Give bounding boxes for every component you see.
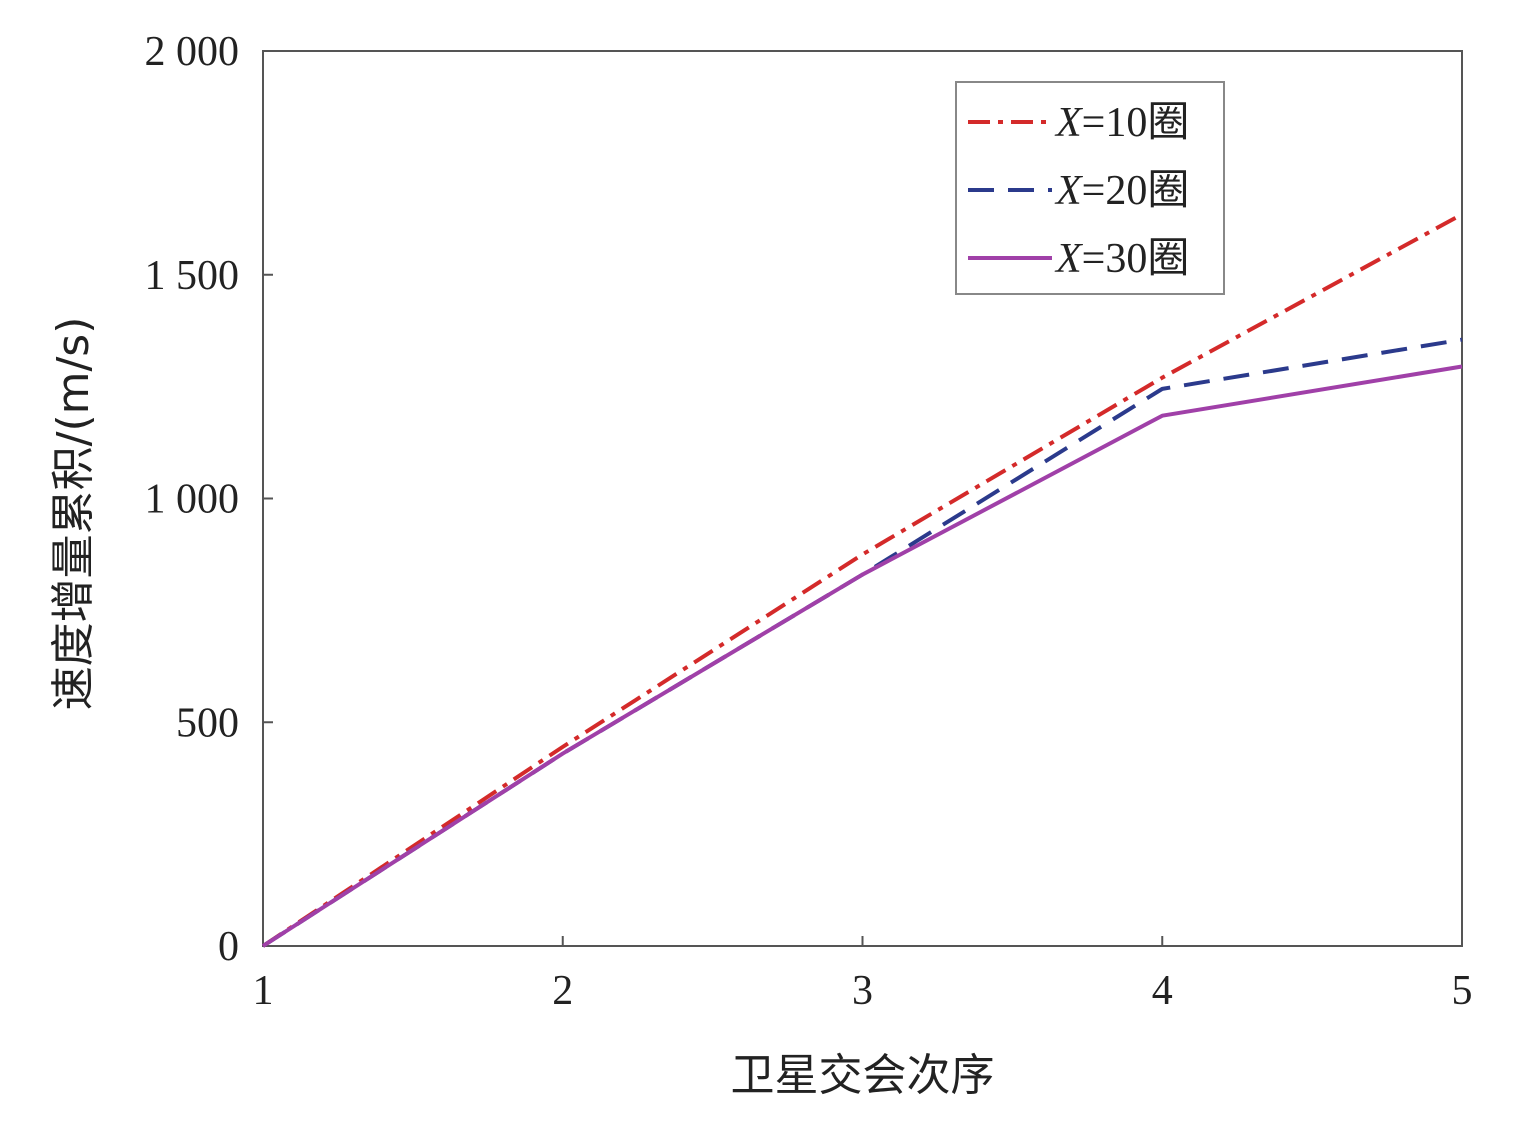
x-axis-title: 卫星交会次序: [731, 1050, 995, 1101]
legend-label-1: X=10圈: [1054, 100, 1189, 146]
series-line-2: [261, 337, 1463, 948]
legend-label-value: =10圈: [1082, 100, 1190, 146]
y-tick-label: 2 000: [145, 29, 240, 75]
legend-label-value: =30圈: [1082, 236, 1190, 282]
x-axis: 1 2 3 4 5: [253, 936, 1473, 1014]
legend-label-3: X=30圈: [1054, 236, 1189, 282]
series-line-3: [261, 364, 1463, 948]
series-line-1: [261, 212, 1463, 948]
x-tick-label: 5: [1452, 968, 1473, 1014]
x-tick-label: 4: [1152, 968, 1173, 1014]
x-tick-label: 1: [253, 968, 274, 1014]
y-axis: 0 500 1 000 1 500 2 000: [145, 29, 273, 970]
y-tick-label: 500: [176, 700, 239, 746]
x-tick-label: 2: [552, 968, 573, 1014]
legend-label-value: =20圈: [1082, 168, 1190, 214]
plot-border: [262, 50, 1463, 947]
legend-label-2: X=20圈: [1054, 168, 1189, 214]
plot-frame: [262, 50, 1463, 947]
x-tick-label: 3: [852, 968, 873, 1014]
y-tick-label: 1 000: [145, 477, 240, 523]
legend-label-variable: X: [1054, 100, 1084, 146]
legend-label-variable: X: [1054, 168, 1084, 214]
series-lines: [261, 212, 1463, 948]
y-axis-title: 速度增量累积/(m/s): [48, 317, 99, 711]
y-tick-label: 1 500: [145, 253, 240, 299]
legend-label-variable: X: [1054, 236, 1084, 282]
y-tick-label: 0: [218, 924, 239, 970]
